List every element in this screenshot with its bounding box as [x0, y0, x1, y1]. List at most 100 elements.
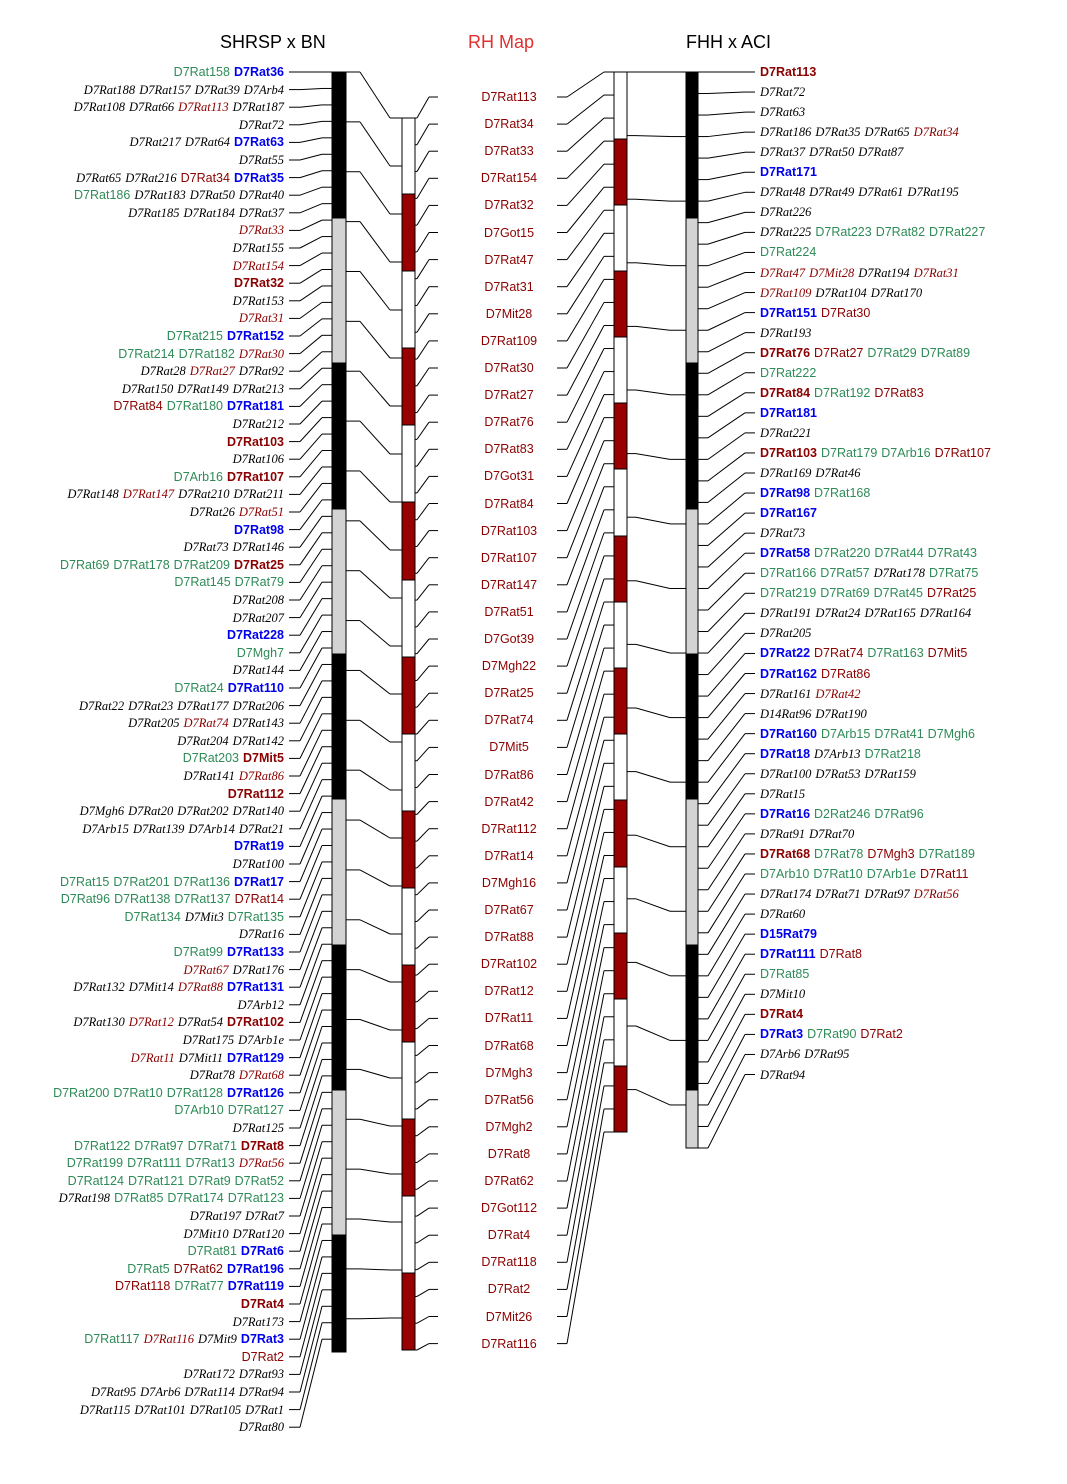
marker-label: D7Rat66 [129, 100, 175, 115]
connector-line [566, 578, 605, 694]
marker-label: D7Arb6 [140, 1385, 181, 1399]
right-marker-row: D7Rat100 D7Rat53 D7Rat159 [760, 767, 916, 781]
left-marker-row: D7Rat80 [239, 1420, 284, 1434]
rh-right-band [613, 204, 628, 272]
right-marker-row: D7Rat222 [760, 366, 816, 380]
connector-line [299, 1141, 323, 1217]
marker-label: D7Rat93 [238, 1367, 284, 1382]
connector-line [566, 1085, 605, 1290]
marker-label: D2Rat246 [814, 806, 871, 821]
marker-label: D7Rat117 [84, 1332, 140, 1347]
marker-label: D7Mit28 [809, 265, 855, 280]
marker-label: D7Rat172 [183, 1367, 235, 1382]
connector-line [299, 713, 323, 759]
rh-right-band [613, 270, 628, 338]
rh-marker-label: D7Rat30 [484, 361, 534, 375]
marker-label: D7Rat133 [227, 945, 284, 959]
marker-label: D7Rat192 [814, 385, 871, 400]
marker-label: D7Rat63 [233, 135, 284, 150]
connector-line [566, 486, 605, 585]
marker-label: D7Rat187 [232, 100, 284, 115]
left-marker-row: D7Rat69 D7Rat178 D7Rat209 D7Rat25 [60, 558, 284, 572]
connector-line [299, 236, 323, 249]
connector-line [566, 1039, 605, 1236]
title-rh-map: RH Map [468, 32, 535, 52]
marker-label: D7Rat225 [760, 225, 812, 240]
connector-line [566, 71, 605, 98]
connector-line [707, 1054, 746, 1127]
connector-line [635, 453, 671, 460]
left-marker-row: D7Rat84 D7Rat180 D7Rat181 [113, 399, 284, 413]
connector-line [707, 974, 746, 1041]
rh-marker-row: D7Rat56 [459, 1093, 559, 1107]
marker-label: D7Rat223 [815, 225, 872, 240]
marker-label: D7Mit9 [198, 1332, 237, 1347]
left-marker-row: D7Rat215 D7Rat152 [167, 329, 284, 343]
marker-label: D7Rat55 [238, 153, 284, 167]
connector-line [566, 555, 605, 667]
right-marker-row: D7Rat68 D7Rat78 D7Mgh3 D7Rat189 [760, 847, 975, 861]
rh-right-band [613, 71, 628, 140]
connector-line [707, 793, 746, 848]
marker-label: D7Rat186 [74, 188, 131, 203]
connector-line [359, 1118, 391, 1127]
marker-label: D7Rat217 [129, 135, 181, 150]
connector-line [566, 509, 605, 613]
marker-label: D7Rat85 [760, 967, 810, 982]
connector-line [416, 774, 430, 788]
marker-label: D7Rat226 [760, 205, 812, 220]
marker-label: D7Rat113 [178, 100, 229, 115]
connector-line [299, 433, 323, 460]
marker-label: D7Rat160 [760, 726, 817, 741]
connector-line [299, 1059, 323, 1129]
marker-label: D7Rat100 [232, 857, 284, 871]
left-marker-row: D7Rat132 D7Mit14 D7Rat88 D7Rat131 [73, 980, 284, 994]
rh-marker-row: D7Rat86 [459, 768, 559, 782]
right-marker-row: D7Rat37 D7Rat50 D7Rat87 [760, 145, 903, 159]
connector-line [416, 421, 430, 440]
connector-line [299, 861, 323, 917]
rh-right-band [613, 866, 628, 934]
rh-marker-row: D7Rat42 [459, 795, 559, 809]
connector-line [707, 512, 746, 546]
left-marker-row: D7Rat99 D7Rat133 [174, 945, 284, 959]
marker-label: D7Rat79 [234, 575, 284, 590]
marker-label: D7Rat161 [760, 686, 812, 701]
marker-label: D7Arb1e [238, 1033, 284, 1047]
connector-line [707, 833, 746, 891]
marker-label: D7Rat2 [241, 1349, 284, 1364]
connector-line [707, 853, 746, 912]
rh-right-band [613, 402, 628, 470]
marker-label: D7Rat120 [232, 1226, 284, 1241]
marker-label: D7Rat158 [173, 65, 230, 79]
rh-right-band [613, 799, 628, 868]
left-marker-row: D7Rat144 [233, 663, 284, 677]
connector-line [299, 581, 323, 618]
connector-line [299, 1009, 323, 1076]
connector-line [566, 209, 605, 260]
marker-label: D7Rat112 [227, 786, 284, 801]
connector-line [566, 279, 605, 342]
rh-marker-label: D7Rat2 [487, 1282, 531, 1297]
marker-label: D7Rat92 [238, 364, 284, 379]
marker-label: D7Rat76 [760, 345, 811, 360]
rh-marker-row: D7Rat14 [459, 849, 559, 863]
marker-label: D7Rat228 [227, 628, 284, 643]
marker-label: D7Rat138 [114, 892, 171, 907]
left-marker-row: D7Rat122 D7Rat97 D7Rat71 D7Rat8 [74, 1139, 284, 1153]
marker-label: D7Rat198 [58, 1191, 111, 1206]
right-marker-row: D7Rat169 D7Rat46 [760, 466, 861, 480]
marker-label: D7Rat200 [53, 1085, 110, 1100]
connector-line [359, 121, 391, 167]
marker-label: D7Rat80 [238, 1420, 284, 1435]
marker-label: D7Rat29 [867, 345, 917, 360]
marker-label: D7Rat131 [227, 980, 284, 995]
marker-label: D7Rat31 [238, 311, 284, 326]
left-marker-row: D7Rat78 D7Rat68 [190, 1068, 284, 1082]
connector-line [416, 1288, 430, 1297]
rh-marker-row: D7Got39 [459, 632, 559, 646]
connector-line [359, 470, 391, 503]
marker-label: D7Arb4 [243, 82, 284, 97]
left-marker-row: D7Rat153 [233, 294, 284, 308]
